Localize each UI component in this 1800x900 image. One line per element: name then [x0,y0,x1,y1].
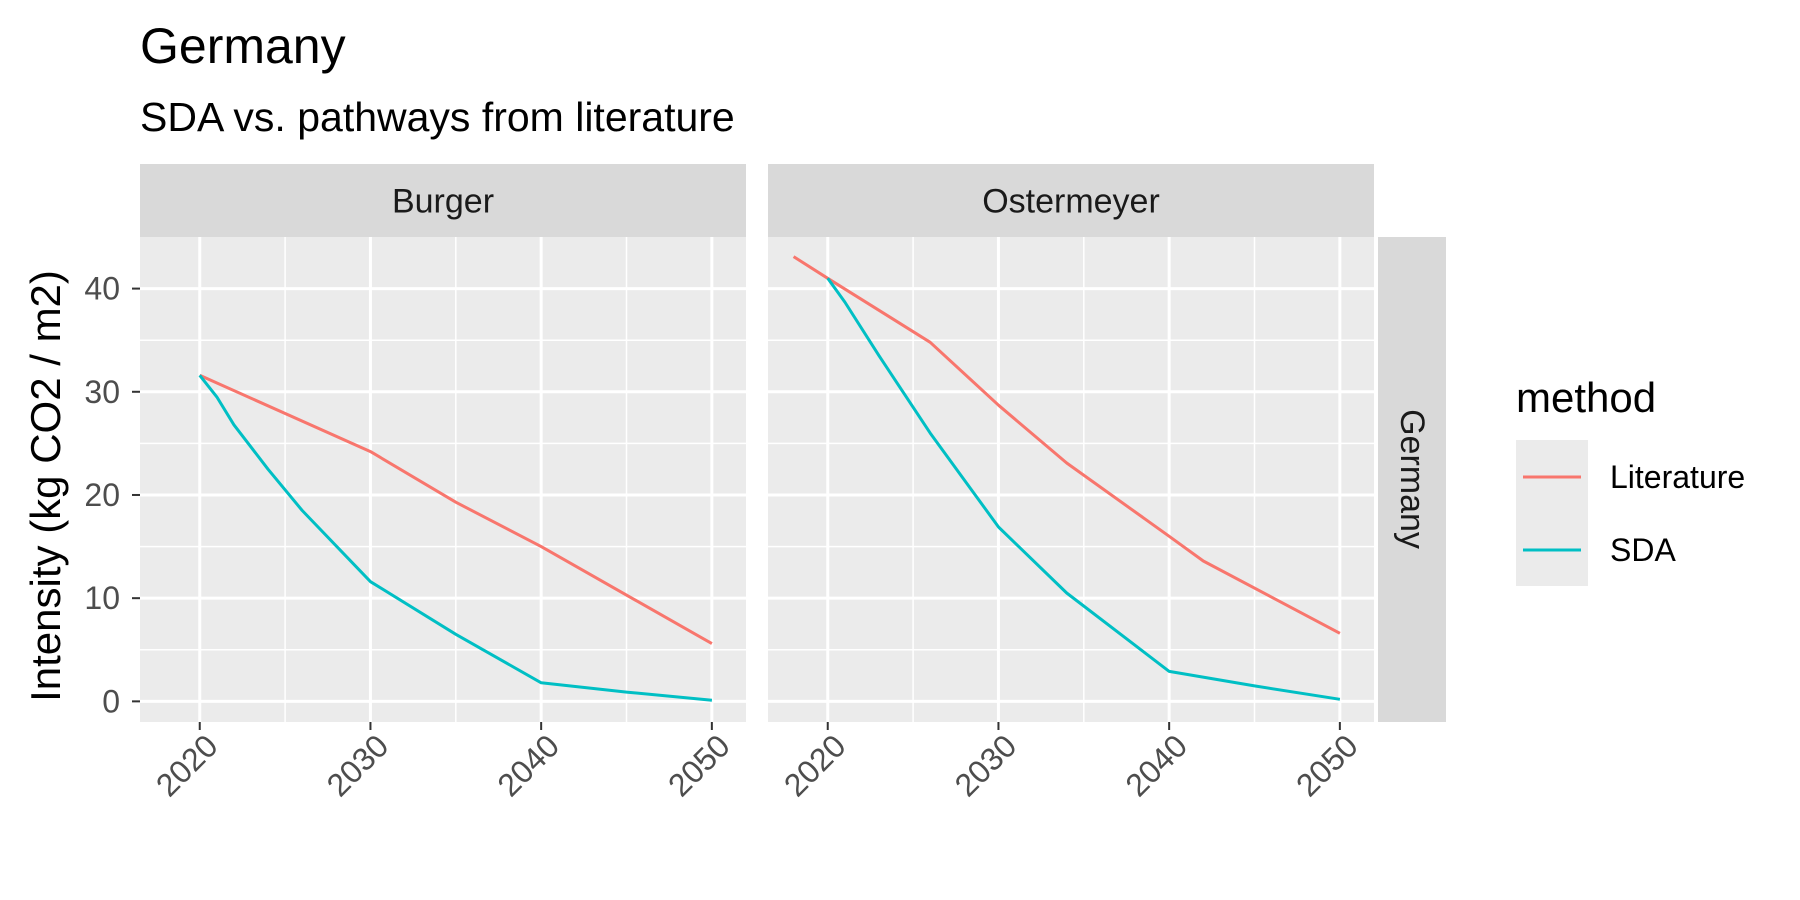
y-axis-title: Intensity (kg CO2 / m2) [22,270,69,702]
x-tick-label: 2040 [490,727,566,803]
legend-label-sda: SDA [1610,532,1676,568]
y-tick-label: 30 [84,374,120,410]
x-tick-label: 2020 [149,727,225,803]
row-strip-background [1378,237,1446,722]
strip-label: Ostermeyer [982,183,1160,221]
y-axis: 0 10 20 30 40 [84,271,140,719]
legend-entries: Literature SDA [1523,459,1745,568]
row-strip-label: Germany [1393,409,1431,549]
strip-background [140,164,746,237]
legend: method Literature SDA [1516,374,1745,586]
x-tick-label: 2040 [1118,727,1194,803]
legend-title: method [1516,374,1656,421]
panel-burger: Burger 2020 2030 2040 2050 [140,164,746,803]
panel-ostermeyer: Ostermeyer 2020 2030 2040 2050 [768,164,1374,803]
x-tick-label: 2050 [661,727,737,803]
x-tick-label: 2050 [1289,727,1365,803]
y-tick-label: 10 [84,580,120,616]
strip-background [768,164,1374,237]
chart-title: Germany [140,18,346,74]
series-line-sda [198,374,713,702]
panels-layer: Burger 2020 2030 2040 2050 Ostermeyer 2020 2030… [140,164,1374,803]
legend-keys-background [1516,440,1588,586]
strip-label: Burger [392,183,494,221]
x-tick-label: 2030 [320,727,396,803]
y-tick-label: 0 [102,683,120,719]
series-line-literature [199,373,713,645]
x-tick-label: 2020 [777,727,853,803]
x-tick-label: 2030 [948,727,1024,803]
y-tick-label: 20 [84,477,120,513]
series-line-literature [792,255,1341,635]
panel-background [140,237,746,722]
y-tick-label: 40 [84,271,120,307]
chart-subtitle: SDA vs. pathways from literature [140,94,735,140]
panel-background [768,237,1374,722]
legend-label-literature: Literature [1610,459,1745,495]
series-line-sda [826,277,1341,701]
row-strip: Germany [1378,237,1446,722]
